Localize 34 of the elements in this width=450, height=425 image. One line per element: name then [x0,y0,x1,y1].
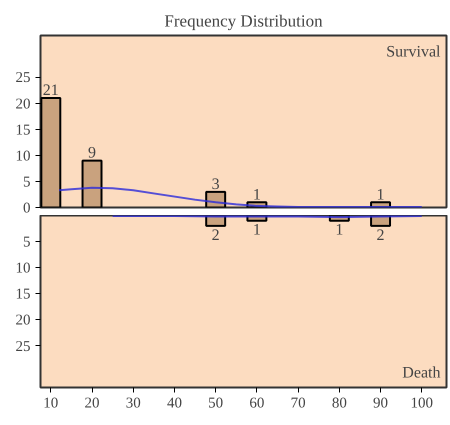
data-label: 3 [212,176,220,193]
y-tick-label: 0 [23,200,30,216]
annotation: Death [402,364,440,382]
y-tick-label: 15 [16,122,30,138]
y-tick-label: 10 [16,260,30,277]
data-label: 2 [212,226,220,244]
x-tick-label: 30 [126,396,141,412]
y-tick-label: 20 [16,312,30,329]
y-tick-label: 25 [16,70,30,86]
x-tick-label: 70 [290,396,306,412]
x-tick-label: 20 [84,396,100,412]
data-label: 1 [376,186,385,204]
data-label: 1 [252,222,261,239]
chart-title: Frequency Distribution [164,12,324,30]
data-label: 1 [252,186,261,204]
y-tick-label: 5 [23,234,30,251]
x-tick-label: 90 [373,396,388,412]
x-tick-label: 100 [410,396,434,412]
y-tick-label: 5 [23,174,30,190]
x-tick-label: 10 [43,396,58,412]
annotation: Survival [386,44,442,60]
y-tick-label: 20 [16,96,30,112]
data-label: 2 [376,226,385,244]
x-tick-label: 50 [208,396,224,412]
x-tick-label: 80 [332,396,347,412]
x-tick-label: 40 [166,396,182,412]
bar [82,160,103,208]
data-label: 21 [42,82,59,100]
data-label: 9 [88,144,96,162]
y-tick-label: 10 [16,148,30,164]
data-label: 1 [335,222,344,239]
x-tick-label: 60 [249,396,264,412]
y-tick-label: 25 [16,338,30,355]
y-tick-label: 15 [16,286,30,303]
